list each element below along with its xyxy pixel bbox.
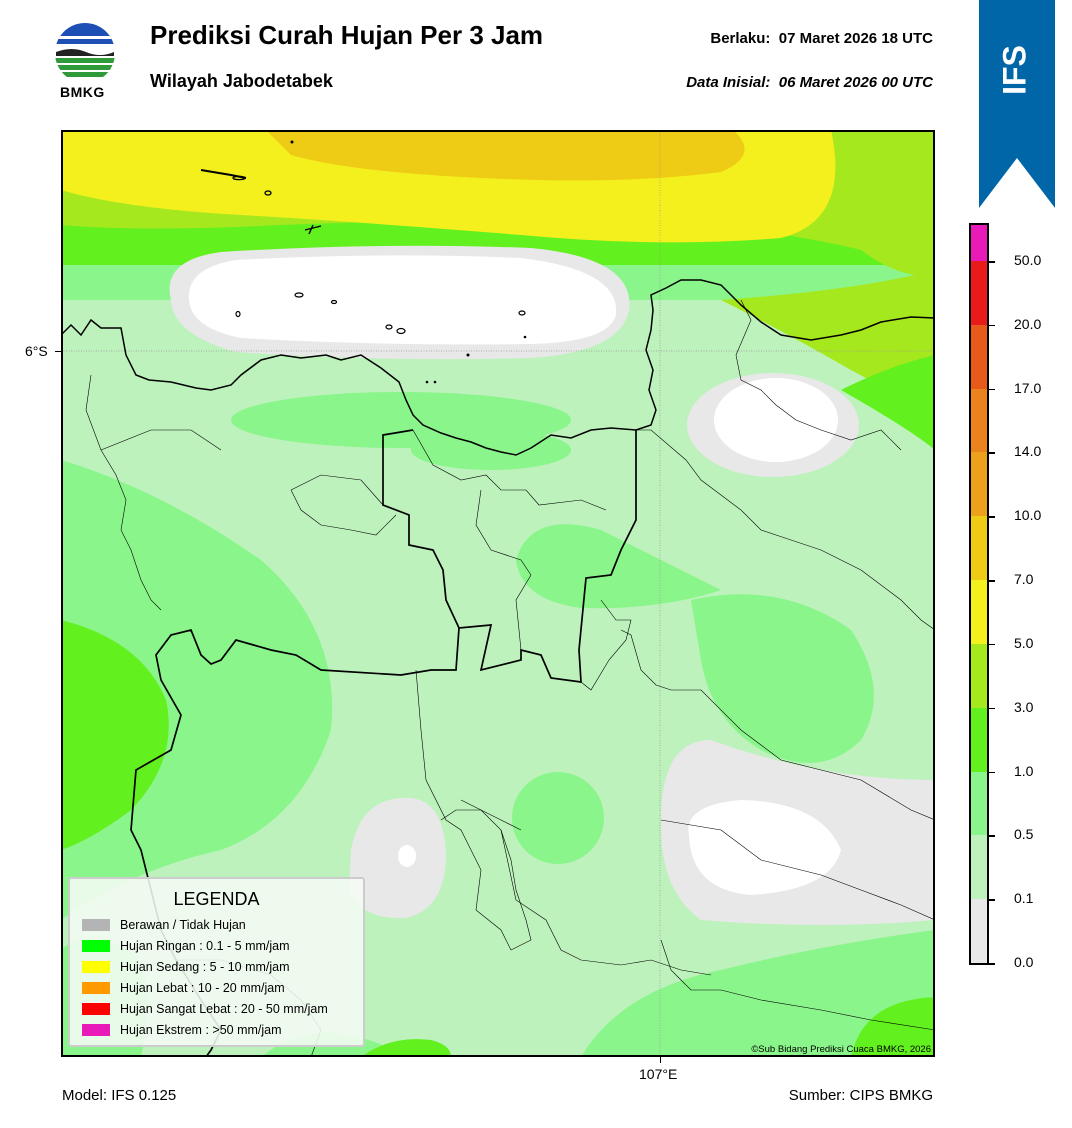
lon-tick (660, 1057, 661, 1063)
lat-label: 6°S (25, 343, 48, 359)
legend-label: Hujan Ekstrem : >50 mm/jam (120, 1023, 282, 1037)
colorbar-segment (971, 899, 987, 963)
colorbar-label: 20.0 (1014, 315, 1042, 332)
legend-item: Hujan Sedang : 5 - 10 mm/jam (82, 959, 290, 975)
colorbar-segment (971, 835, 987, 900)
colorbar-segment (971, 516, 987, 581)
legend-swatch (82, 919, 110, 931)
rainfall-map[interactable]: ©Sub Bidang Prediksi Cuaca BMKG, 2026 (61, 130, 935, 1057)
legend-item: Hujan Lebat : 10 - 20 mm/jam (82, 980, 285, 996)
colorbar-label: 7.0 (1014, 571, 1034, 588)
ifs-badge: IFS (979, 0, 1055, 208)
colorbar-tick (989, 452, 995, 454)
valid-value: 07 Maret 2026 18 UTC (778, 30, 933, 47)
colorbar-label: 0.5 (1014, 826, 1034, 843)
colorbar-label: 10.0 (1014, 507, 1042, 524)
colorbar-tick (989, 388, 995, 391)
colorbar-segment (971, 580, 987, 644)
ifs-badge-text: IFS (996, 45, 1032, 95)
legend-label: Hujan Ringan : 0.1 - 5 mm/jam (120, 939, 290, 953)
colorbar-segment (971, 707, 987, 772)
legend-swatch (82, 982, 110, 994)
page-subtitle: Wilayah Jabodetabek (150, 71, 333, 91)
colorbar-label: 5.0 (1014, 634, 1034, 651)
valid-time: Berlaku: 07 Maret 2026 18 UTC (710, 30, 933, 47)
colorbar-tick (989, 963, 995, 965)
legend-swatch (82, 1024, 110, 1036)
colorbar-tick (989, 580, 995, 582)
colorbar-tick (989, 643, 995, 646)
colorbar-segment (971, 388, 987, 453)
legend-swatch (82, 961, 110, 973)
colorbar-label: 17.0 (1014, 379, 1042, 396)
legend-title: LEGENDA (173, 889, 260, 909)
legend-swatch (82, 1003, 110, 1015)
bmkg-logo-icon (55, 23, 115, 83)
colorbar-segment (971, 324, 987, 389)
init-time: Data Inisial: 06 Maret 2026 00 UTC (686, 74, 933, 91)
colorbar-tick (989, 899, 995, 901)
colorbar-label: 0.0 (1014, 954, 1034, 970)
colorbar-tick (989, 707, 995, 710)
colorbar-tick (989, 835, 995, 837)
source-label: Sumber: CIPS BMKG (788, 1087, 933, 1104)
legend-item: Hujan Sangat Lebat : 20 - 50 mm/jam (82, 1001, 328, 1017)
colorbar-label: 0.1 (1014, 890, 1034, 907)
colorbar-tick (989, 324, 995, 327)
legend-label: Hujan Sedang : 5 - 10 mm/jam (120, 960, 290, 974)
legend-item: Hujan Ringan : 0.1 - 5 mm/jam (82, 938, 290, 954)
colorbar-tick (989, 516, 995, 518)
colorbar-label: 3.0 (1014, 698, 1034, 715)
colorbar-segment (971, 643, 987, 708)
colorbar-label: 50.0 (1014, 252, 1042, 268)
colorbar-segment (971, 452, 987, 517)
legend: LEGENDA Berawan / Tidak Hujan Hujan Ring… (68, 877, 365, 1047)
colorbar (969, 223, 989, 965)
legend-label: Berawan / Tidak Hujan (120, 918, 246, 932)
map-copyright: ©Sub Bidang Prediksi Cuaca BMKG, 2026 (751, 1044, 931, 1055)
legend-item: Hujan Ekstrem : >50 mm/jam (82, 1022, 282, 1038)
init-label: Data Inisial: (686, 74, 771, 91)
colorbar-segment (971, 225, 987, 261)
legend-swatch (82, 940, 110, 952)
colorbar-label: 14.0 (1014, 443, 1042, 460)
legend-label: Hujan Lebat : 10 - 20 mm/jam (120, 981, 285, 995)
colorbar-segment (971, 261, 987, 325)
colorbar-segment (971, 771, 987, 836)
valid-label: Berlaku: (710, 30, 771, 47)
colorbar-label: 1.0 (1014, 762, 1034, 779)
lon-label: 107°E (639, 1066, 678, 1082)
page-title: Prediksi Curah Hujan Per 3 Jam (150, 20, 544, 50)
legend-label: Hujan Sangat Lebat : 20 - 50 mm/jam (120, 1002, 328, 1016)
colorbar-tick (989, 771, 995, 774)
legend-item: Berawan / Tidak Hujan (82, 917, 246, 933)
lat-tick (55, 351, 61, 352)
colorbar-tick (989, 261, 995, 263)
init-value: 06 Maret 2026 00 UTC (778, 74, 933, 91)
logo-text: BMKG (60, 84, 105, 100)
model-label: Model: IFS 0.125 (62, 1087, 177, 1104)
